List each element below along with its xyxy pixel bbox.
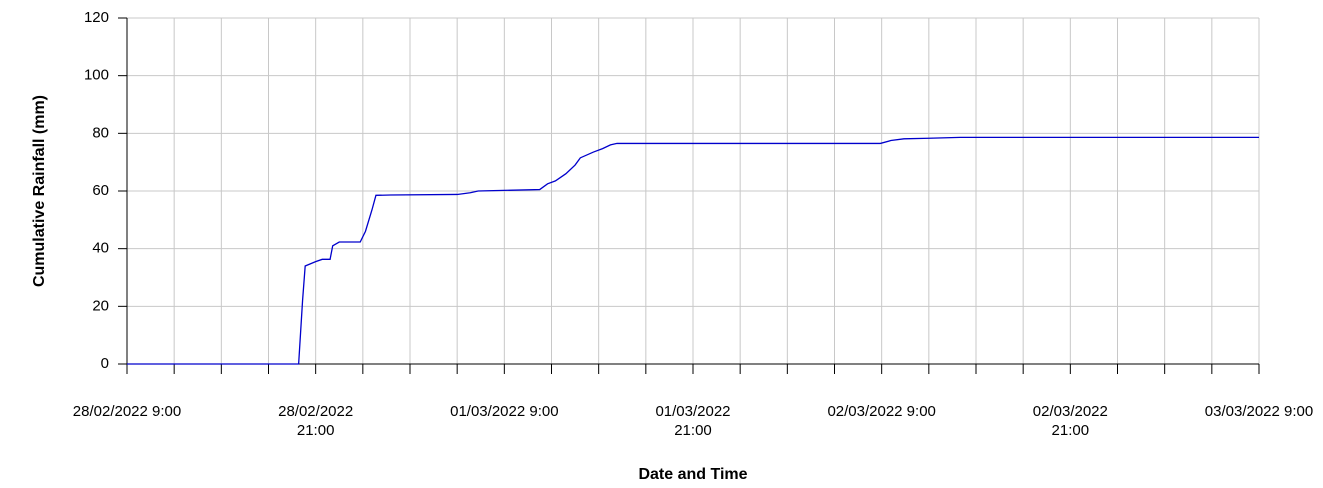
y-axis-title: Cumulative Rainfall (mm) xyxy=(31,95,48,287)
x-tick-label: 02/03/2022 9:00 xyxy=(827,403,936,420)
x-tick-label: 28/02/2022 21:00 xyxy=(278,403,354,439)
y-tick-label: 20 xyxy=(92,297,109,314)
x-tick-label: 01/03/2022 9:00 xyxy=(450,403,559,420)
x-tick-label: 03/03/2022 9:00 xyxy=(1204,403,1314,420)
y-tick-label: 60 xyxy=(92,182,109,199)
y-tick-label: 120 xyxy=(84,9,109,26)
x-tick-label: 01/03/2022 21:00 xyxy=(655,403,731,439)
x-tick-label: 28/02/2022 9:00 xyxy=(72,403,182,420)
x-axis-title: Date and Time xyxy=(638,466,747,483)
line xyxy=(127,136,1259,365)
y-tick-label: 100 xyxy=(84,67,109,84)
y-tick-label: 40 xyxy=(92,240,109,257)
y-tick-label: 0 xyxy=(101,355,109,372)
y-tick-label: 80 xyxy=(92,124,109,141)
x-tick-label: 02/03/2022 21:00 xyxy=(1032,403,1108,439)
